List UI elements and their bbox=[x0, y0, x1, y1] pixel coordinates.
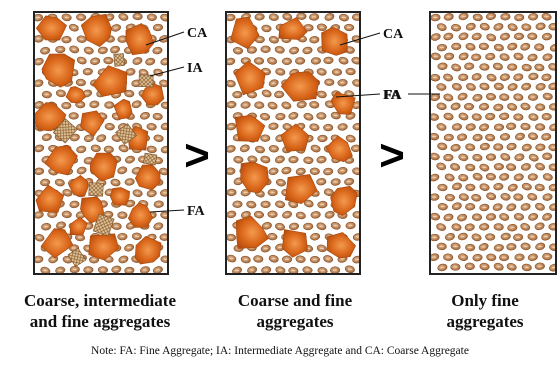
coarse-aggregate-particle bbox=[281, 229, 308, 258]
caption-line: aggregates bbox=[446, 312, 524, 331]
panel-coarse-fine bbox=[225, 11, 361, 275]
coarse-aggregate-particle bbox=[230, 16, 260, 50]
intermediate-aggregate-particle bbox=[88, 182, 104, 197]
coarse-aggregate-particle bbox=[89, 152, 118, 182]
coarse-aggregate-particle bbox=[330, 185, 358, 217]
coarse-aggregate-particle bbox=[35, 15, 67, 41]
coarse-aggregate-particle bbox=[280, 71, 320, 102]
coarse-aggregate-particle bbox=[280, 123, 310, 152]
intermediate-aggregate-particle bbox=[113, 53, 125, 67]
coarse-aggregate-particle bbox=[134, 235, 162, 265]
caption-line: aggregates bbox=[256, 312, 334, 331]
greater-than-symbol: > bbox=[184, 131, 210, 180]
callout-leader-line bbox=[149, 209, 185, 213]
intermediate-aggregate-particle bbox=[138, 74, 154, 88]
coarse-aggregate-particle bbox=[134, 164, 161, 191]
panel-caption: Only fine aggregates bbox=[410, 290, 560, 332]
coarse-aggregate-particle bbox=[234, 60, 266, 96]
coarse-aggregate-particle bbox=[278, 17, 308, 40]
coarse-aggregate-particle bbox=[240, 161, 270, 194]
callout-label-fa: FA bbox=[187, 204, 206, 219]
coarse-aggregate-particle bbox=[284, 174, 318, 205]
callout-label-fa: FA bbox=[384, 88, 403, 103]
coarse-aggregate-particle bbox=[34, 102, 67, 132]
coarse-aggregate-particle bbox=[80, 13, 112, 47]
panel-fine-only bbox=[429, 11, 557, 275]
footnote: Note: FA: Fine Aggregate; IA: Intermedia… bbox=[91, 345, 469, 357]
callout-leader-line bbox=[149, 66, 185, 77]
intermediate-aggregate-particle bbox=[52, 118, 78, 144]
intermediate-aggregate-particle bbox=[143, 152, 158, 166]
coarse-aggregate-particle bbox=[68, 175, 89, 197]
coarse-aggregate-particle bbox=[109, 187, 130, 206]
coarse-aggregate-particle bbox=[35, 184, 65, 213]
caption-line: and fine aggregates bbox=[29, 312, 171, 331]
panel-caption: Coarse and fine aggregates bbox=[200, 290, 390, 332]
coarse-aggregate-particle bbox=[234, 114, 266, 142]
coarse-aggregate-particle bbox=[127, 202, 154, 228]
callout-label-ca: CA bbox=[187, 26, 208, 41]
coarse-aggregate-particle bbox=[40, 228, 74, 259]
panel-coarse-intermediate-fine bbox=[33, 11, 169, 275]
coarse-aggregate-particle bbox=[125, 23, 155, 56]
callout-label-ca: CA bbox=[383, 27, 404, 42]
coarse-aggregate-particle bbox=[326, 232, 356, 259]
panel-frame bbox=[225, 11, 361, 275]
intermediate-aggregate-particle bbox=[115, 123, 137, 145]
coarse-aggregate-particle bbox=[325, 135, 353, 163]
coarse-aggregate-particle bbox=[88, 233, 120, 261]
coarse-aggregate-particle bbox=[321, 26, 348, 56]
caption-line: Only fine bbox=[451, 291, 519, 310]
coarse-aggregate-particle bbox=[330, 91, 356, 115]
intermediate-aggregate-particle bbox=[92, 213, 115, 237]
coarse-aggregate-particle bbox=[44, 145, 78, 176]
panel-frame bbox=[33, 11, 169, 275]
callout-leader-line bbox=[339, 32, 381, 46]
coarse-aggregate-particle bbox=[80, 110, 105, 137]
coarse-aggregate-particle bbox=[113, 98, 133, 120]
coarse-aggregate-particle bbox=[69, 216, 88, 236]
intermediate-aggregate-particle bbox=[67, 247, 87, 268]
callout-label-fa: FA bbox=[383, 88, 402, 103]
callout-label-ia: IA bbox=[187, 61, 203, 76]
greater-than-symbol: > bbox=[379, 131, 405, 180]
callout-leader-line bbox=[335, 93, 381, 98]
panel-caption: Coarse, intermediate and fine aggregates bbox=[0, 290, 200, 332]
callout-leader-line bbox=[145, 31, 185, 46]
caption-line: Coarse and fine bbox=[237, 291, 353, 310]
caption-line: Coarse, intermediate bbox=[23, 291, 176, 310]
coarse-aggregate-particle bbox=[41, 53, 76, 88]
coarse-aggregate-particle bbox=[65, 86, 86, 104]
coarse-aggregate-particle bbox=[235, 215, 269, 249]
coarse-aggregate-particle bbox=[92, 65, 128, 97]
panel-frame bbox=[429, 11, 557, 275]
